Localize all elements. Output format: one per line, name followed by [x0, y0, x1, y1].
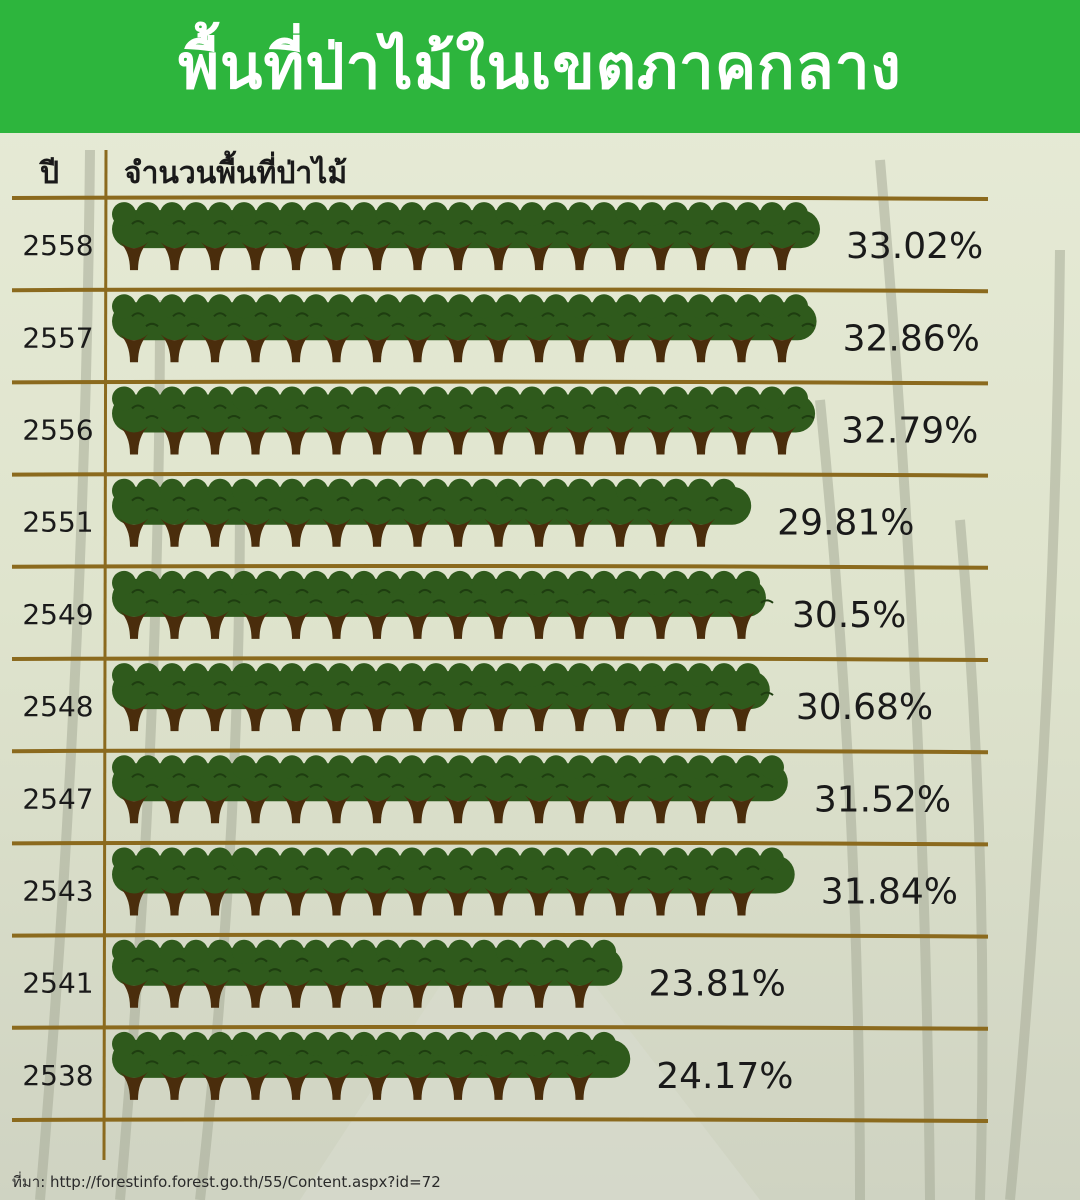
tick-label-year: 2543 — [22, 875, 93, 908]
chart-title: พื้นที่ป่าไม้ในเขตภาคกลาง — [178, 29, 902, 103]
tick-label-year: 2548 — [22, 690, 93, 723]
bar-tree-row — [112, 939, 623, 1008]
row-divider — [11, 840, 989, 847]
tick-label-year: 2541 — [22, 967, 93, 1000]
row-divider — [11, 1025, 989, 1031]
bar-tree-row — [112, 294, 817, 363]
bar-tree-row — [112, 1031, 631, 1100]
data-label-percent: 23.81% — [649, 964, 786, 1005]
row-divider — [11, 748, 989, 755]
tick-label-year: 2556 — [22, 414, 93, 447]
row-divider — [11, 195, 989, 201]
title-banner: พื้นที่ป่าไม้ในเขตภาคกลาง — [0, 0, 1080, 133]
bar-tree-row — [112, 478, 752, 547]
data-label-percent: 33.02% — [846, 226, 983, 267]
bar-tree-row — [112, 386, 816, 455]
data-label-percent: 30.68% — [796, 687, 933, 728]
x-axis-label: จำนวนพื้นที่ป่าไม้ — [124, 156, 348, 191]
source-note: ที่มา: http://forestinfo.forest.go.th/55… — [12, 1173, 441, 1191]
bar-tree-row — [112, 202, 820, 271]
bar-tree-row — [112, 663, 774, 732]
tick-label-year: 2558 — [22, 229, 93, 262]
row-divider — [11, 287, 989, 294]
tick-label-year: 2557 — [22, 321, 93, 354]
bar-tree-row — [112, 570, 774, 639]
bar-tree-row — [112, 755, 788, 824]
data-label-percent: 24.17% — [656, 1056, 793, 1097]
data-label-percent: 29.81% — [777, 503, 914, 544]
data-label-percent: 32.86% — [843, 318, 980, 359]
row-divider — [11, 379, 989, 386]
row-divider — [11, 656, 989, 662]
tick-label-year: 2538 — [22, 1059, 93, 1092]
tick-label-year: 2551 — [22, 506, 93, 539]
row-divider — [11, 1117, 989, 1123]
data-label-percent: 32.79% — [841, 411, 978, 452]
data-label-percent: 31.52% — [814, 779, 951, 820]
tick-label-year: 2549 — [22, 598, 93, 631]
y-axis-line — [102, 149, 108, 1161]
y-axis-label: ปี — [40, 156, 60, 191]
row-divider — [11, 564, 989, 570]
data-label-percent: 31.84% — [821, 872, 958, 913]
row-divider — [11, 932, 989, 939]
data-label-percent: 30.5% — [792, 595, 906, 636]
row-divider — [11, 471, 989, 478]
bar-tree-row — [112, 847, 795, 916]
tick-label-year: 2547 — [22, 782, 93, 815]
